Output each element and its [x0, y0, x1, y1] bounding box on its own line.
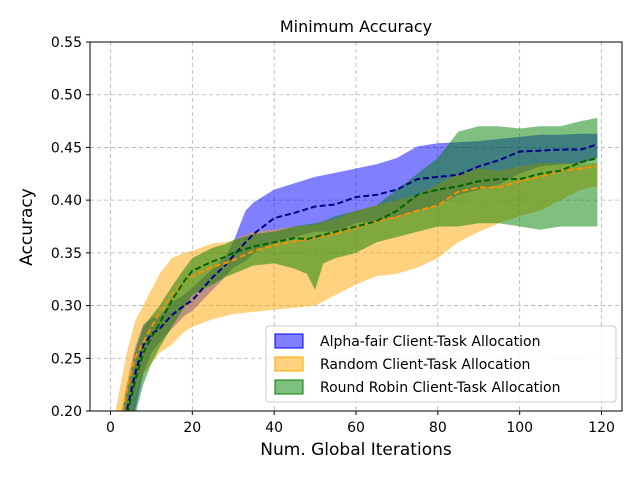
legend-swatch-random — [274, 356, 304, 372]
x-tick-label: 80 — [429, 420, 447, 436]
y-tick-label: 0.25 — [51, 351, 82, 367]
legend-label-alpha-fair: Alpha-fair Client-Task Allocation — [320, 334, 540, 350]
mean-line-random — [121, 165, 598, 411]
mean-line-round-robin — [127, 157, 598, 411]
legend-box — [265, 325, 617, 403]
x-tick-label: 100 — [506, 420, 533, 436]
x-tick-label: 20 — [183, 420, 201, 436]
x-tick-label: 120 — [588, 420, 615, 436]
band-random — [115, 163, 598, 411]
chart-title: Minimum Accuracy — [280, 17, 432, 36]
y-axis-label: Accuracy — [17, 188, 37, 266]
x-tick-label: 0 — [106, 420, 115, 436]
legend-swatch-round-robin — [274, 379, 304, 395]
legend-label-random: Random Client-Task Allocation — [320, 357, 530, 373]
legend-swatch-alpha-fair — [274, 333, 304, 349]
y-tick-label: 0.20 — [51, 404, 82, 420]
x-tick-label: 40 — [265, 420, 283, 436]
x-axis-label: Num. Global Iterations — [260, 440, 452, 460]
x-tick-label: 60 — [347, 420, 365, 436]
y-tick-label: 0.30 — [51, 299, 82, 315]
y-tick-label: 0.50 — [51, 88, 82, 104]
y-tick-label: 0.40 — [51, 193, 82, 209]
legend: Alpha-fair Client-Task Allocation Random… — [265, 325, 617, 403]
y-tick-label: 0.45 — [51, 140, 82, 156]
legend-label-round-robin: Round Robin Client-Task Allocation — [320, 380, 561, 396]
y-tick-label: 0.55 — [51, 35, 82, 51]
axis-ticks: 0 20 40 60 80 100 120 0.20 0.25 0.30 0.35 0.40 0.45 0… — [51, 35, 615, 436]
band-round-robin — [122, 117, 598, 411]
series-layer — [115, 117, 598, 411]
y-tick-label: 0.35 — [51, 246, 82, 262]
